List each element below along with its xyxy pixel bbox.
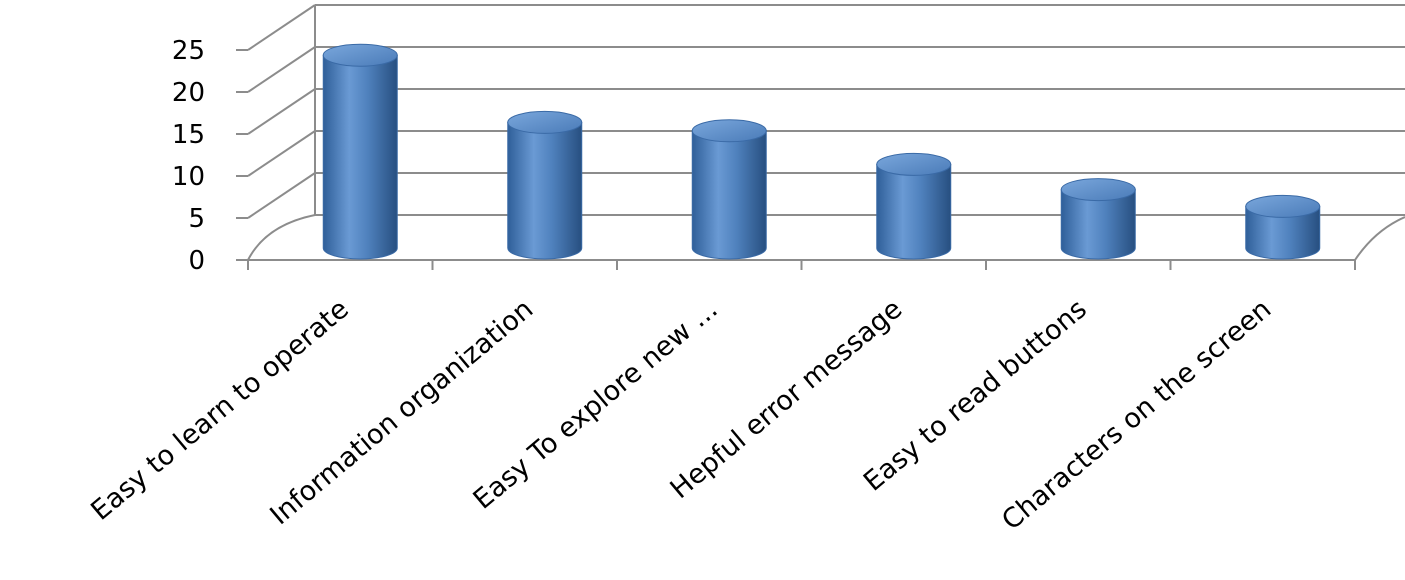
gridline-side-15 <box>247 88 316 135</box>
bar-3 <box>876 152 952 260</box>
bar-body-3 <box>876 163 952 260</box>
bar-body-2 <box>691 130 767 260</box>
bar-2 <box>691 119 767 260</box>
bar-1 <box>507 110 583 260</box>
y-tick-label: 0 <box>188 246 205 276</box>
bar-body-5 <box>1245 205 1321 260</box>
bar-body-4 <box>1060 189 1136 260</box>
y-tick-label: 15 <box>172 120 205 150</box>
bar-0 <box>322 43 398 260</box>
gridline-side-20 <box>247 46 316 93</box>
bar-cap-5 <box>1245 194 1321 218</box>
bar-cap-0 <box>322 43 398 67</box>
bar-5 <box>1245 194 1321 260</box>
gridlines <box>247 4 1405 219</box>
floor-right-edge <box>1354 216 1405 261</box>
y-tick-label: 25 <box>172 36 205 66</box>
y-tick-label: 5 <box>188 204 205 234</box>
gridline-side-10 <box>247 130 316 177</box>
floor-left-edge <box>247 214 316 261</box>
bar-body-1 <box>507 121 583 260</box>
y-tick-label: 20 <box>172 78 205 108</box>
bar-cap-4 <box>1060 178 1136 202</box>
bar-cap-2 <box>691 119 767 143</box>
bar-4 <box>1060 178 1136 260</box>
y-tick-label: 10 <box>172 162 205 192</box>
bar-body-0 <box>322 54 398 260</box>
bar-cap-3 <box>876 152 952 176</box>
bar-cap-1 <box>507 110 583 134</box>
axes <box>236 49 1405 270</box>
gridline-side-5 <box>247 172 316 219</box>
bars <box>322 43 1321 260</box>
gridline-side-25 <box>247 4 316 51</box>
